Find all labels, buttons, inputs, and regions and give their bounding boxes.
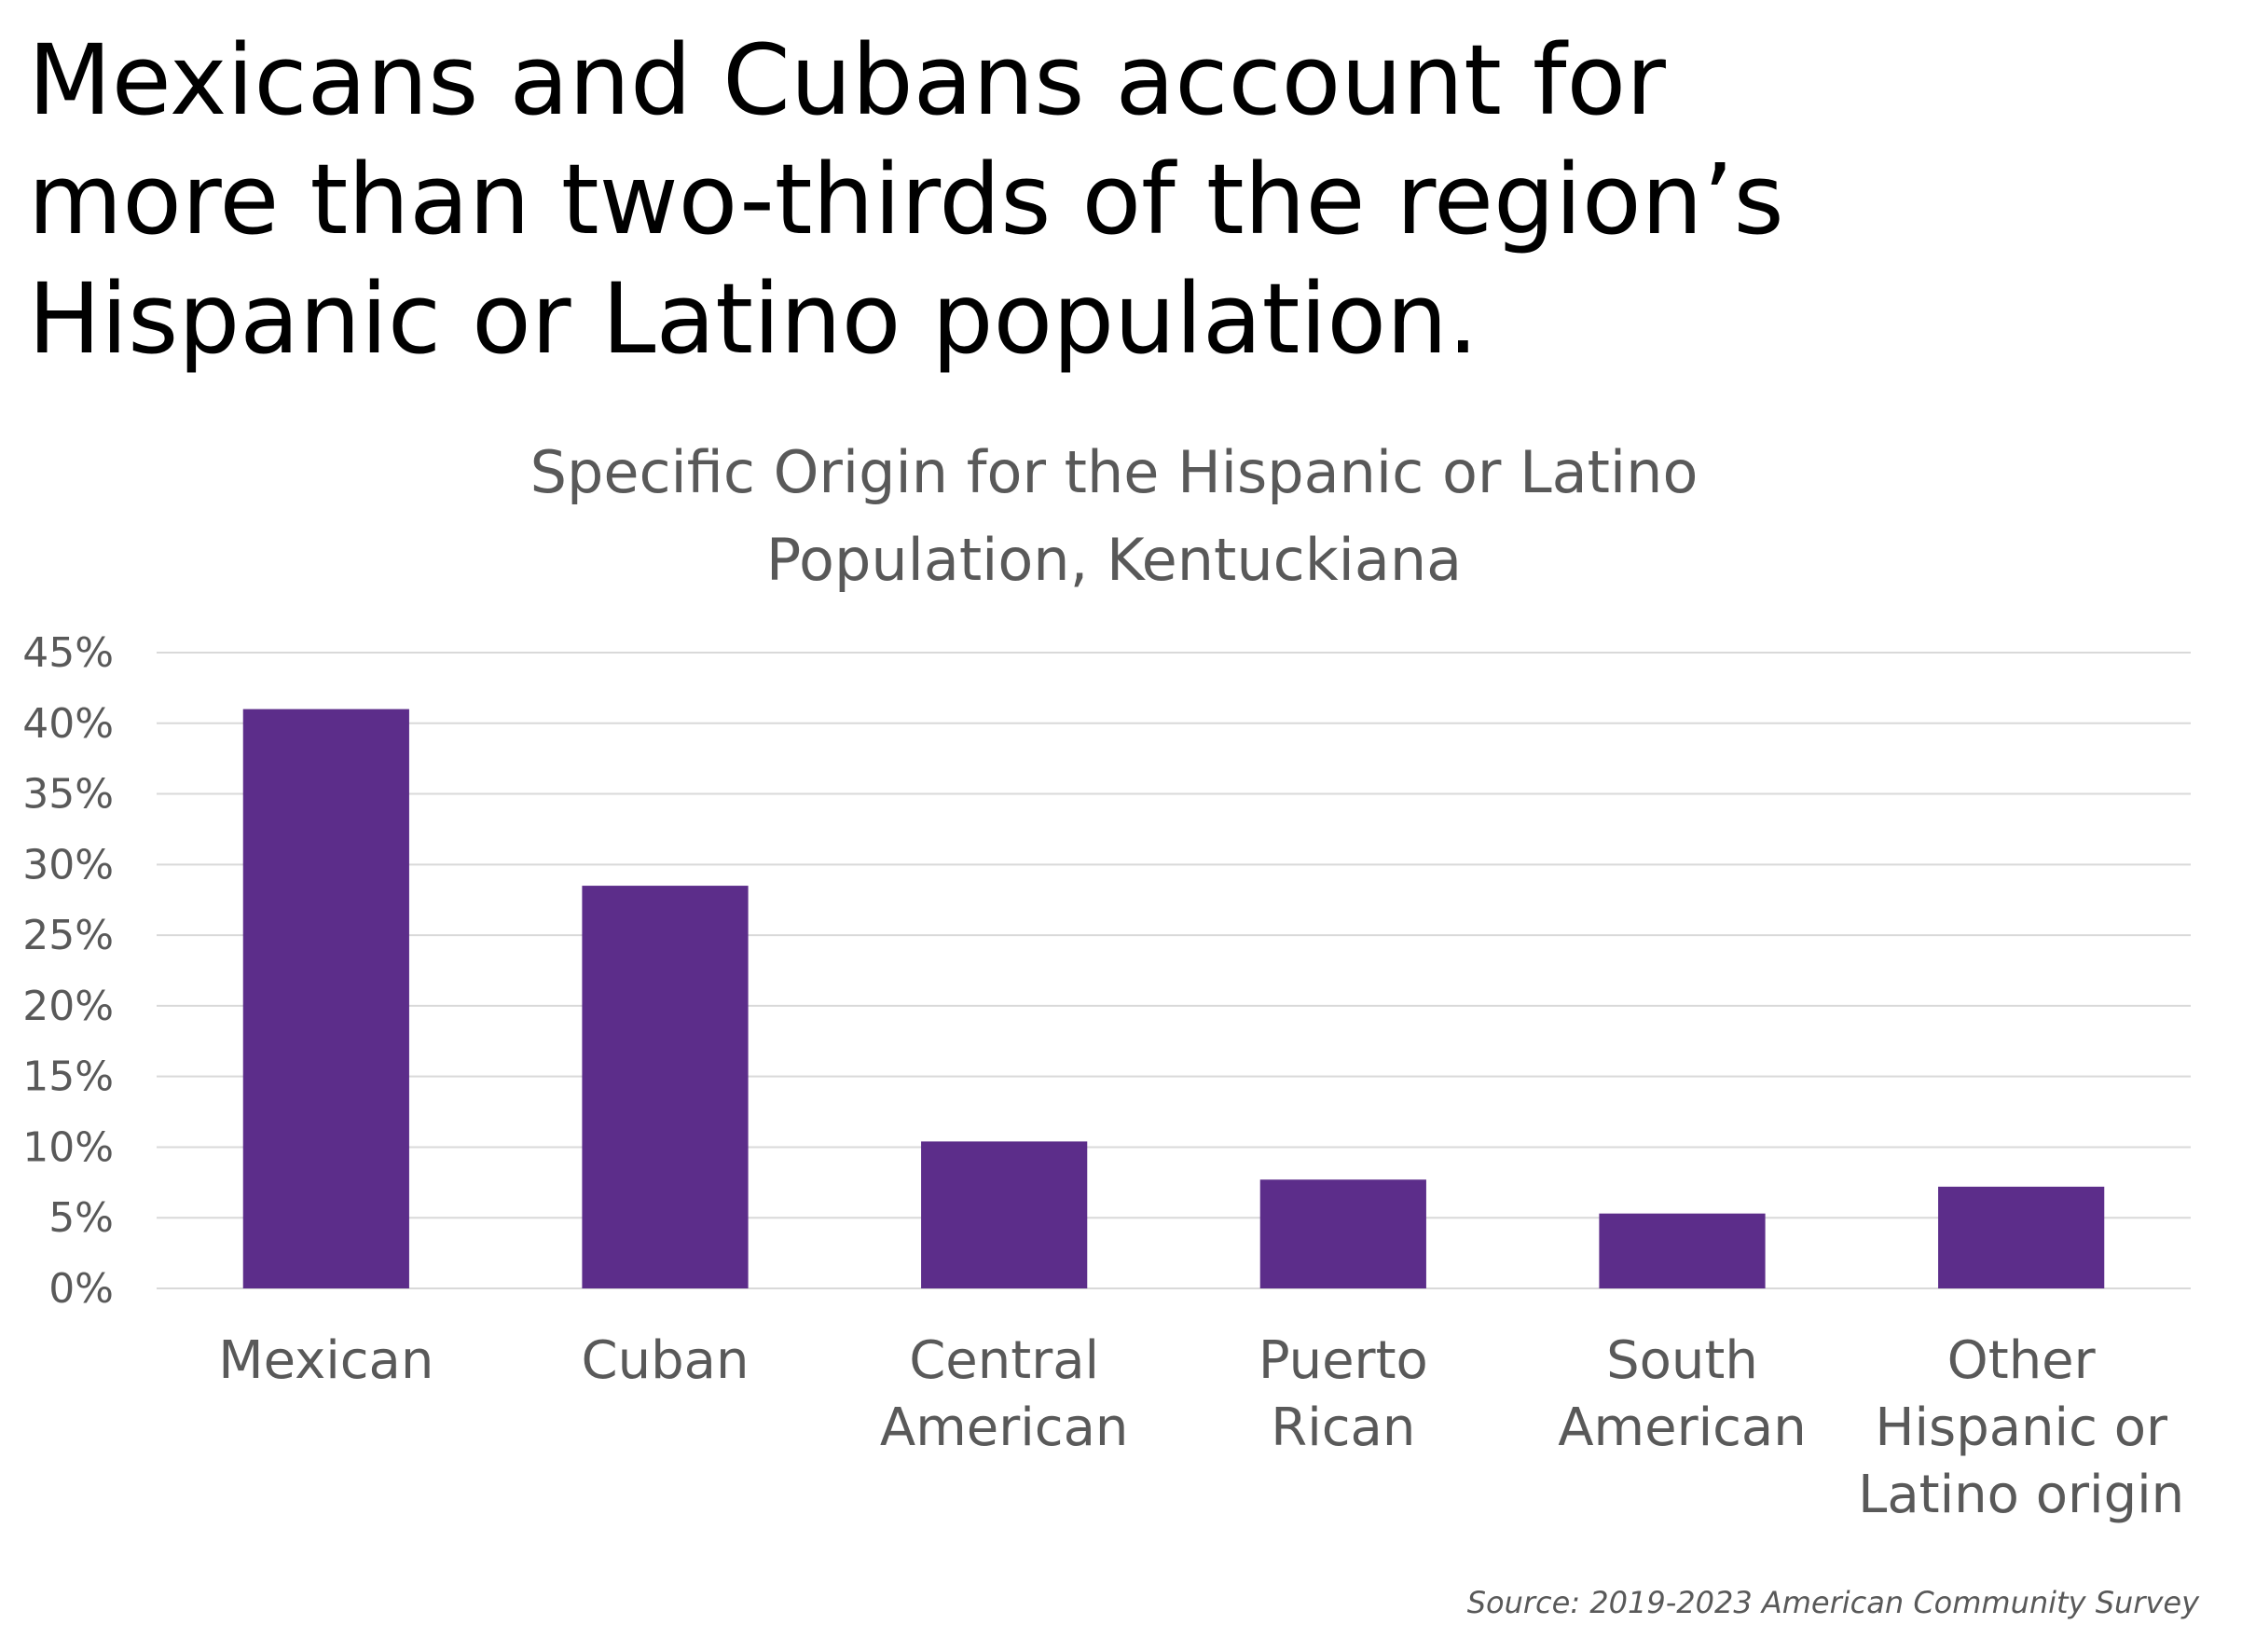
bar-central-american [921, 1141, 1088, 1288]
x-category-label: Latino origin [1858, 1465, 2184, 1525]
y-tick-label: 30% [22, 841, 114, 888]
headline-line: Hispanic or Latino population. [28, 262, 1479, 376]
y-tick-label: 45% [22, 629, 114, 677]
chart-title-line: Population, Kentuckiana [765, 526, 1463, 594]
headline-line: more than two-thirds of the region’s [28, 143, 1784, 256]
chart-title-line: Specific Origin for the Hispanic or Lati… [530, 438, 1699, 506]
bar-cuban [582, 886, 749, 1288]
x-category-label: Central [909, 1330, 1099, 1391]
y-tick-label: 5% [48, 1194, 114, 1242]
x-category-label: Puerto [1259, 1330, 1428, 1391]
bar-south-american [1599, 1213, 1766, 1288]
headline: Mexicans and Cubans account for more tha… [28, 21, 2172, 379]
chart-title: Specific Origin for the Hispanic or Lati… [280, 429, 1948, 604]
y-tick-label: 35% [22, 771, 114, 819]
bar-other-hispanic-or-latino-origin [1938, 1186, 2105, 1288]
y-tick-label: 20% [22, 983, 114, 1030]
x-category-label: Rican [1271, 1397, 1415, 1458]
y-tick-label: 40% [22, 700, 114, 748]
x-axis-labels: Mexican Cuban CentralAmericanPuertoRicanSo… [218, 1330, 2184, 1525]
x-category-label: Cuban [582, 1330, 750, 1391]
x-category-label: American [1558, 1397, 1807, 1458]
x-category-label: Other [1947, 1330, 2097, 1391]
x-category-label: American [880, 1397, 1129, 1458]
source-note: Source: 2019-2023 American Community Sur… [1466, 1585, 2199, 1620]
x-category-label: Hispanic or [1875, 1397, 2168, 1458]
y-tick-label: 0% [48, 1265, 114, 1313]
bar-puerto-rican [1259, 1179, 1426, 1288]
bar-mexican [242, 709, 409, 1288]
y-tick-label: 25% [22, 912, 114, 959]
x-category-label: Mexican [218, 1330, 433, 1391]
gridlines [157, 652, 2191, 1289]
x-category-label: South [1606, 1330, 1758, 1391]
bars [242, 709, 2105, 1288]
y-axis-ticks: 0% 5% 10% 15% 20% 25% 30% 35% 40% 45% [22, 629, 114, 1313]
headline-line: Mexicans and Cubans account for [28, 23, 1666, 137]
y-tick-label: 10% [22, 1123, 114, 1171]
y-tick-label: 15% [22, 1053, 114, 1101]
